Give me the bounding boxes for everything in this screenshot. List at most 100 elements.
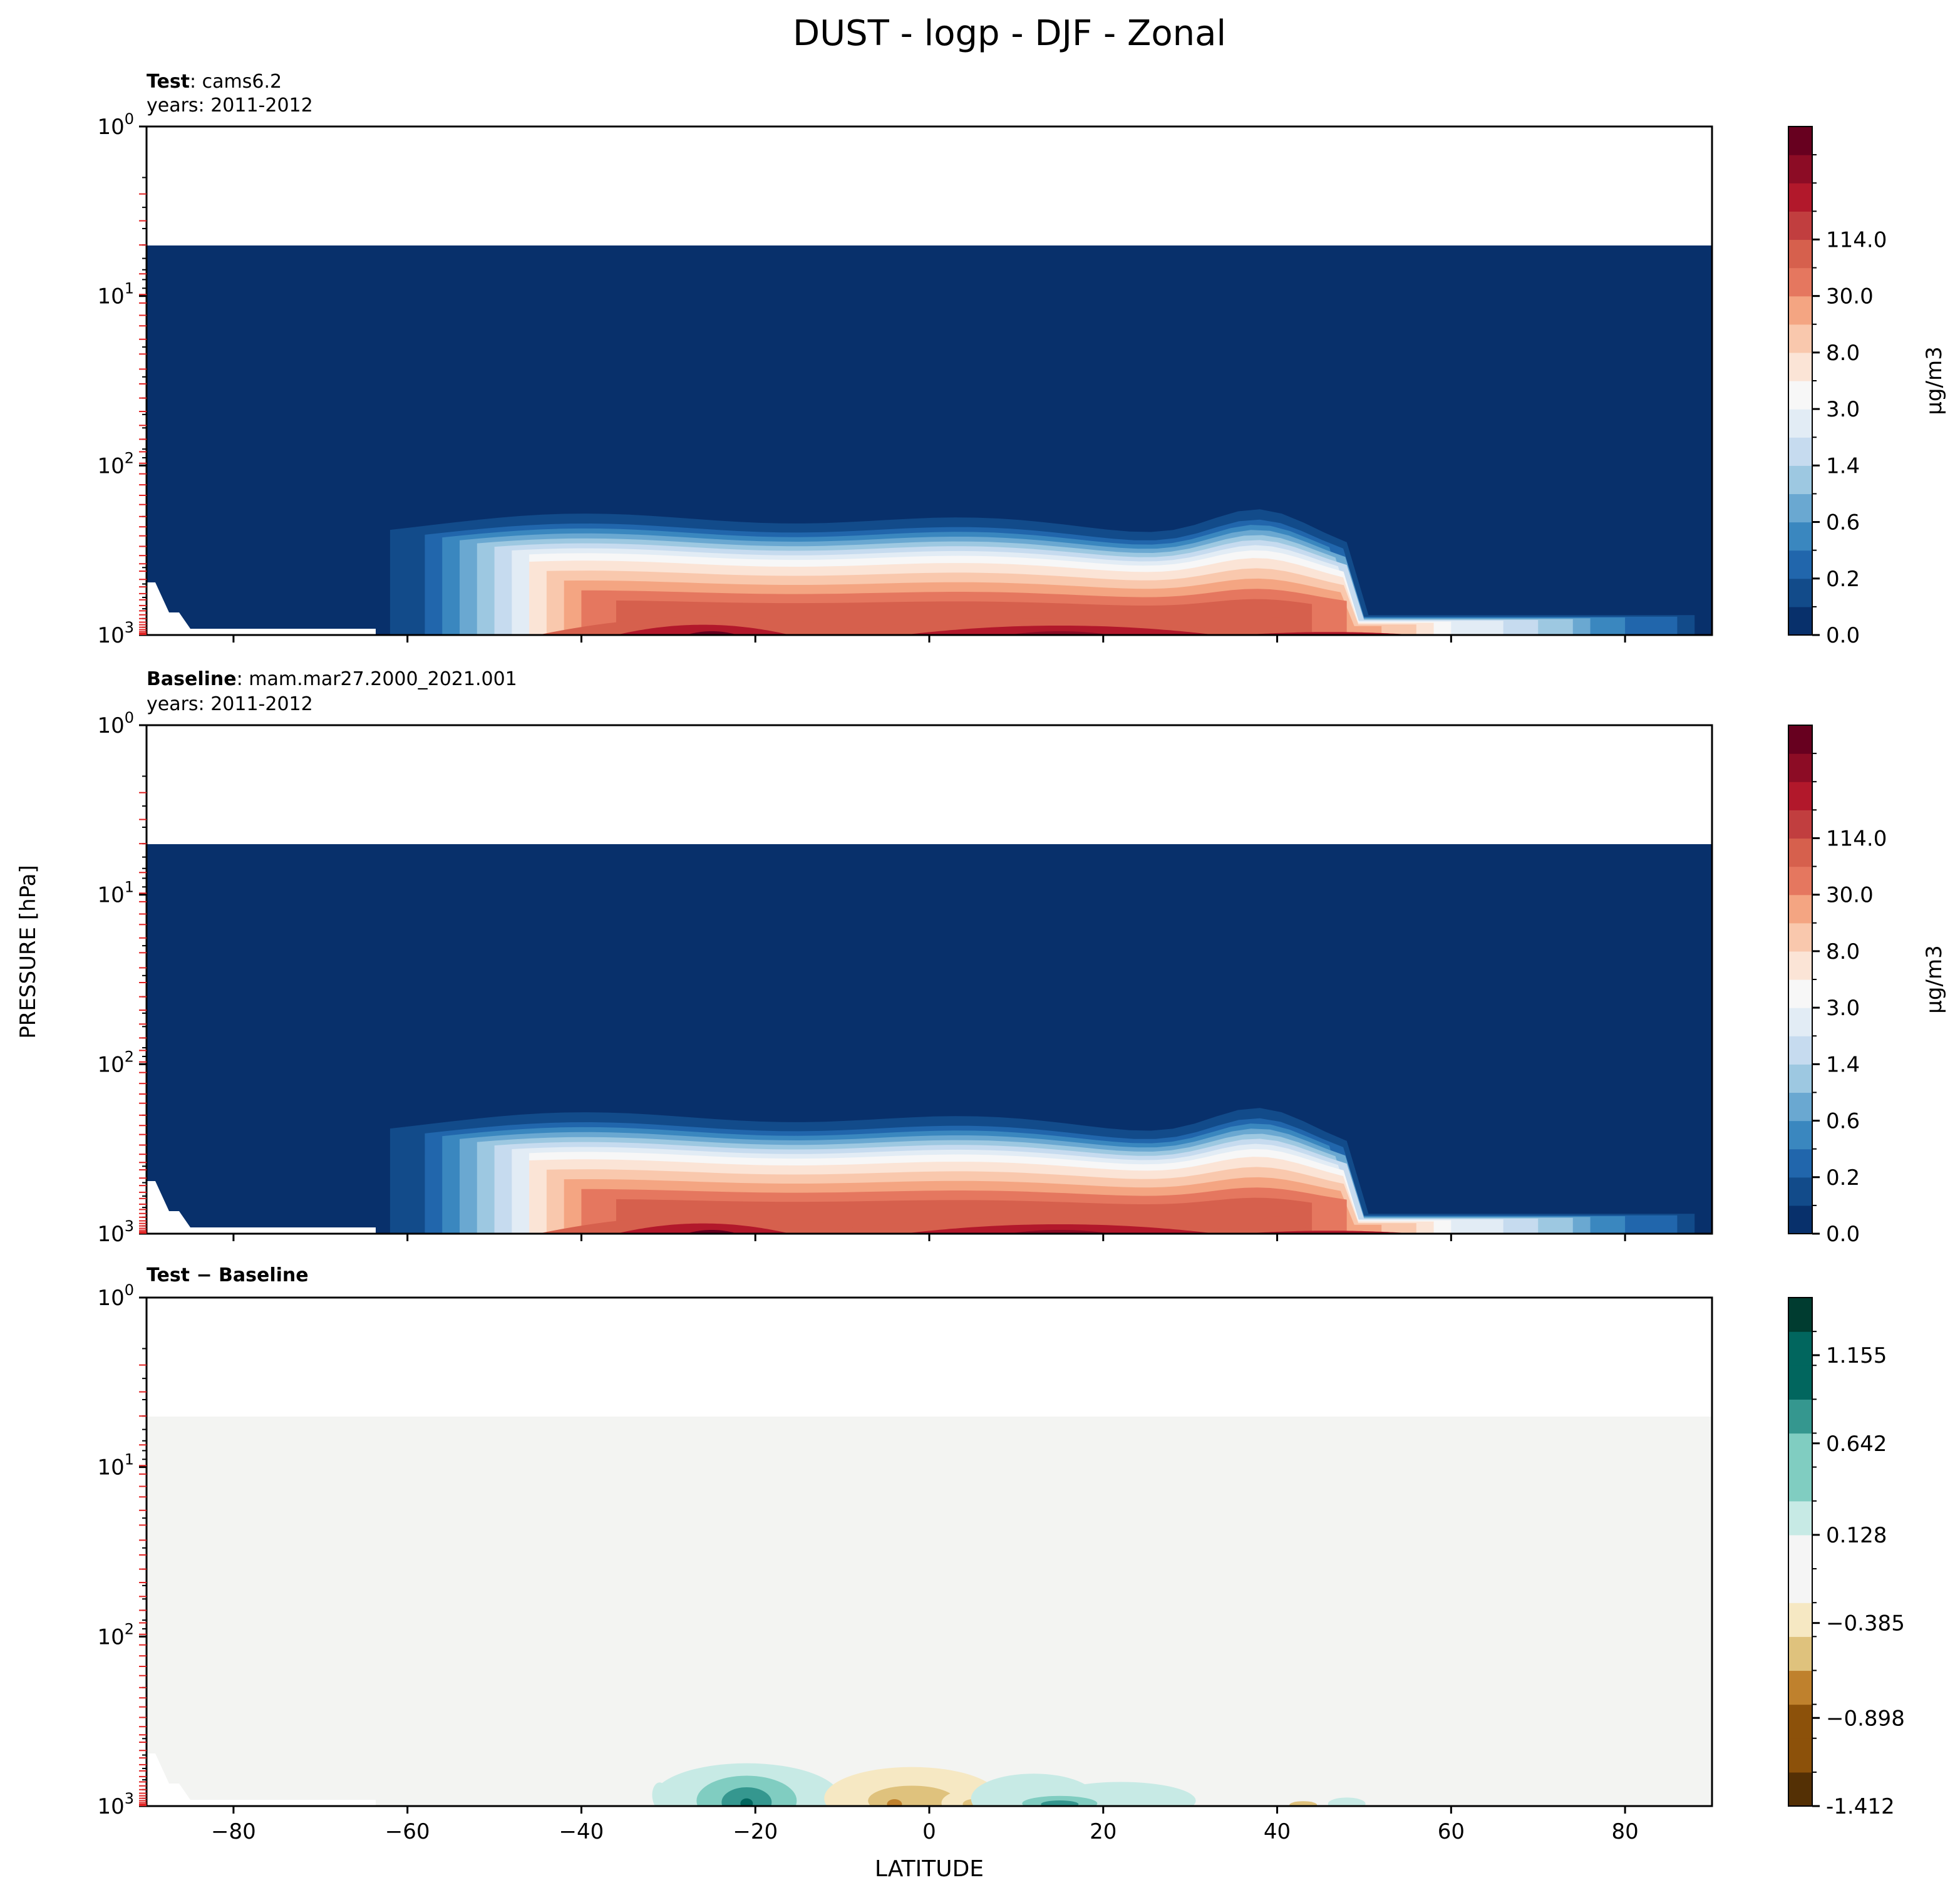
colorbar-swatch <box>1788 1205 1812 1234</box>
xtick-label: 60 <box>1438 1819 1465 1844</box>
colorbar-swatch <box>1788 1298 1812 1332</box>
xtick-label: 80 <box>1611 1819 1638 1844</box>
colorbar-swatch <box>1788 126 1812 155</box>
ytick-label: 100 <box>97 1281 134 1311</box>
panel-test-plot <box>147 126 1712 635</box>
xtick-label: 20 <box>1090 1819 1117 1844</box>
panel-difference-label: Test − Baseline <box>147 1264 309 1286</box>
colorbar-tick-label: 1.4 <box>1826 1052 1860 1077</box>
colorbar-tick-label: 114.0 <box>1826 227 1887 252</box>
colorbar-swatch <box>1788 951 1812 980</box>
ytick-label: 101 <box>97 280 134 309</box>
colorbar-swatch <box>1788 1772 1812 1807</box>
colorbar-swatch <box>1788 1704 1812 1739</box>
xtick-label: 0 <box>922 1819 936 1844</box>
colorbar-swatch <box>1788 753 1812 782</box>
colorbar-swatch <box>1788 1569 1812 1603</box>
panel-baseline-years: years: 2011-2012 <box>147 693 313 715</box>
ytick-label: 103 <box>97 1217 134 1247</box>
colorbar-swatch <box>1788 296 1812 325</box>
colorbar-tick-label: -1.412 <box>1826 1794 1895 1819</box>
colorbar-tick-label: 0.6 <box>1826 1109 1860 1134</box>
figure-title: DUST - logp - DJF - Zonal <box>793 13 1226 54</box>
ytick-label: 100 <box>97 709 134 738</box>
diff-contour <box>1289 1801 1318 1806</box>
contour-core <box>903 1224 1217 1234</box>
colorbar-swatch <box>1788 352 1812 381</box>
panel-baseline-xticks <box>232 1234 1626 1241</box>
colorbar-swatch <box>1788 782 1812 810</box>
diff-contour <box>721 1787 772 1806</box>
panel-difference: Test − Baseline 100 101 102 103 −80 −60 −40 −2… <box>97 1264 1904 1844</box>
colorbar-swatch <box>1788 1603 1812 1637</box>
colorbar-swatch <box>1788 183 1812 212</box>
contour-core <box>616 624 790 635</box>
panel-baseline: Baseline: mam.mar27.2000_2021.001 years:… <box>97 668 1947 1247</box>
panel-baseline-colorbar: 0.0 0.2 0.6 1.4 3.0 8.0 30.0 114.0 <box>1788 725 1887 1247</box>
xtick-label: −60 <box>385 1819 430 1844</box>
colorbar-tick-label: 0.2 <box>1826 1165 1860 1190</box>
panel-difference-surface-mask <box>147 1753 376 1806</box>
colorbar-swatch <box>1788 810 1812 839</box>
panel-difference-yticks: 100 101 102 103 <box>97 1281 147 1819</box>
panel-difference-background <box>147 1417 1712 1806</box>
colorbar-swatch <box>1788 1534 1812 1569</box>
colorbar-swatch <box>1788 550 1812 579</box>
colorbar-swatch <box>1788 979 1812 1008</box>
colorbar-swatch <box>1788 1433 1812 1468</box>
panel-baseline-contours <box>389 1108 1695 1234</box>
colorbar-swatch <box>1788 1064 1812 1093</box>
colorbar-tick-label: 1.4 <box>1826 453 1860 478</box>
ytick-label: 101 <box>97 879 134 908</box>
diff-contour <box>1328 1797 1366 1806</box>
colorbar-tick-label: 0.642 <box>1826 1432 1887 1457</box>
colorbar-swatch <box>1788 437 1812 466</box>
colorbar-swatch <box>1788 239 1812 269</box>
panel-difference-contours <box>652 1763 1366 1806</box>
colorbar-swatch <box>1788 866 1812 896</box>
colorbar-swatch <box>1788 324 1812 353</box>
ytick-label: 102 <box>97 1048 134 1077</box>
colorbar-swatch <box>1788 1365 1812 1400</box>
panel-test-label: Test <box>147 71 190 93</box>
colorbar-tick-label: 0.128 <box>1826 1523 1887 1548</box>
colorbar-swatch <box>1788 1399 1812 1434</box>
colorbar-tick-label: 0.2 <box>1826 567 1860 592</box>
colorbar-swatch <box>1788 1036 1812 1065</box>
colorbar-swatch <box>1788 1670 1812 1705</box>
ytick-label: 103 <box>97 1790 134 1819</box>
colorbar-swatch <box>1788 493 1812 523</box>
svg-text:Baseline: mam.mar27.2000_2021.: Baseline: mam.mar27.2000_2021.001 <box>147 668 517 690</box>
colorbar-swatch <box>1788 522 1812 551</box>
panel-baseline-plot <box>147 725 1712 1234</box>
colorbar-swatch <box>1788 606 1812 636</box>
panel-difference-colorbar: -1.412 −0.898 −0.385 0.128 0.642 1.155 <box>1788 1297 1905 1819</box>
colorbar-swatch <box>1788 725 1812 754</box>
panel-baseline-case: : mam.mar27.2000_2021.001 <box>237 668 517 690</box>
colorbar-tick-label: 3.0 <box>1826 996 1860 1021</box>
colorbar-swatch <box>1788 465 1812 495</box>
colorbar-swatch <box>1788 409 1812 438</box>
colorbar-tick-label: 30.0 <box>1826 883 1874 908</box>
colorbar-tick-label: 0.0 <box>1826 623 1860 648</box>
colorbar-swatch <box>1788 578 1812 607</box>
colorbar-swatch <box>1788 1636 1812 1671</box>
colorbar-swatch <box>1788 1120 1812 1150</box>
colorbar-swatch <box>1788 1092 1812 1122</box>
panel-test-contours <box>389 509 1695 635</box>
ytick-label: 103 <box>97 619 134 648</box>
panel-difference-xticks: −80 −60 −40 −20 0 20 40 60 80 <box>211 1806 1639 1844</box>
panel-baseline-colorbar-units: μg/m3 <box>1922 945 1947 1013</box>
colorbar-swatch <box>1788 1008 1812 1036</box>
colorbar-swatch <box>1788 1738 1812 1773</box>
panel-test-surface-mask <box>147 582 376 635</box>
diff-contour <box>740 1798 753 1806</box>
ytick-label: 102 <box>97 1620 134 1650</box>
ytick-label: 100 <box>97 110 134 140</box>
colorbar-tick-label: 114.0 <box>1826 826 1887 851</box>
panel-test-colorbar-units: μg/m3 <box>1922 346 1947 415</box>
ytick-label: 102 <box>97 449 134 478</box>
x-axis-label: LATITUDE <box>875 1856 984 1882</box>
xtick-label: −40 <box>559 1819 604 1844</box>
diff-contour <box>652 1782 668 1806</box>
